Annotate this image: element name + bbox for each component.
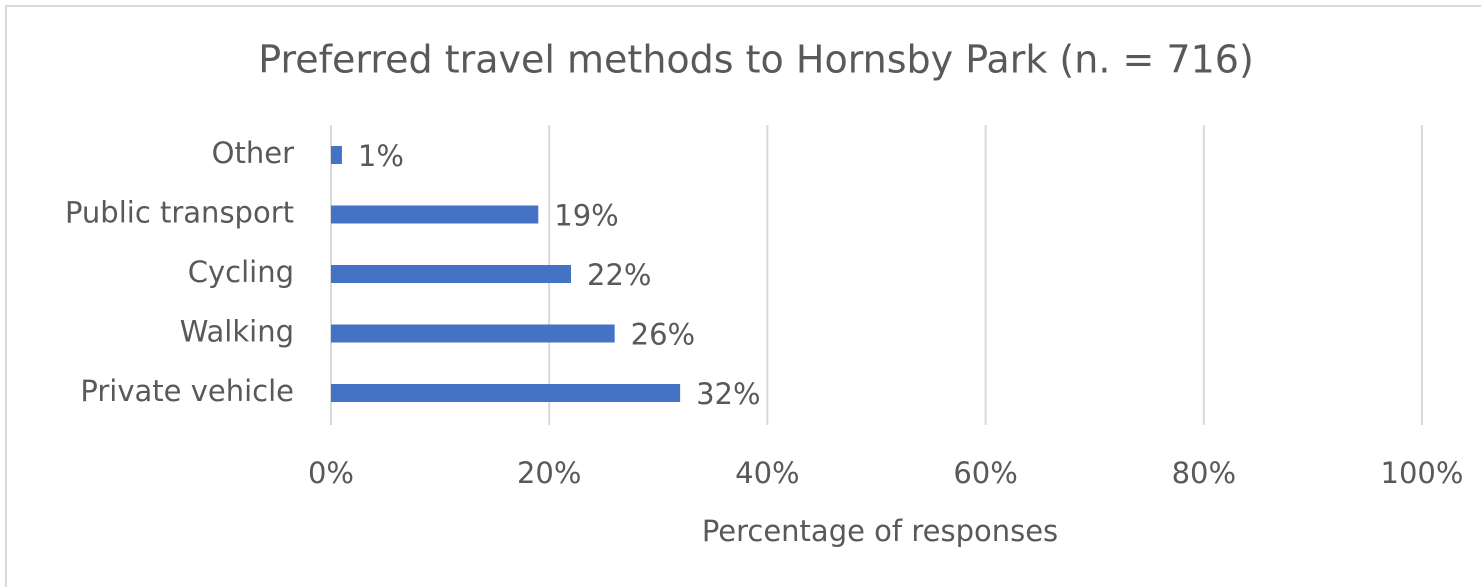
x-axis-title: Percentage of responses: [702, 514, 1058, 548]
data-label: 26%: [631, 318, 695, 352]
x-tick-label: 60%: [953, 456, 1017, 490]
bar: [331, 384, 681, 402]
data-label: 1%: [358, 139, 404, 173]
x-tick-label: 80%: [1172, 456, 1236, 490]
chart-title: Preferred travel methods to Hornsby Park…: [258, 38, 1254, 82]
x-tick-label: 100%: [1381, 456, 1464, 490]
data-label: 22%: [587, 258, 651, 292]
bar: [331, 205, 539, 224]
bar: [331, 146, 342, 164]
x-tick-label: 0%: [308, 456, 354, 490]
data-label: 19%: [554, 199, 618, 233]
y-tick-label: Private vehicle: [80, 374, 294, 408]
x-tick-label: 20%: [517, 456, 581, 490]
bar: [331, 324, 615, 343]
y-tick-label: Other: [212, 136, 294, 170]
x-tick-label: 40%: [735, 456, 799, 490]
y-tick-label: Walking: [180, 315, 294, 349]
chart-border: [5, 5, 1481, 587]
y-tick-label: Cycling: [188, 255, 294, 289]
y-tick-label: Public transport: [65, 196, 294, 230]
data-label: 32%: [696, 377, 760, 411]
bar: [331, 265, 572, 283]
